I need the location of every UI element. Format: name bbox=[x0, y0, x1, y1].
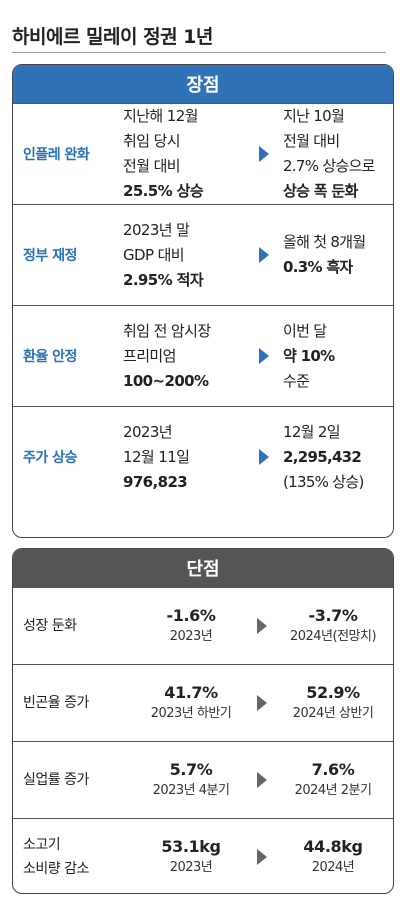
highlight-value: 상승 폭 둔화 bbox=[283, 182, 358, 200]
text-line: 프리미엄 bbox=[123, 346, 176, 365]
row-label: 정부 재정 bbox=[23, 248, 77, 264]
stat-value: 44.8kg bbox=[303, 837, 363, 856]
pros-row-fiscal: 정부 재정 2023년 말 GDP 대비 2.95% 적자 올해 첫 8개월 0… bbox=[13, 204, 393, 305]
cons-row-growth: 성장 둔화 -1.6% 2023년 -3.7% 2024년(전망치) bbox=[13, 587, 393, 664]
before-value: 53.1kg 2023년 bbox=[131, 819, 251, 893]
after-value: 12월 2일 2,295,432 (135% 상승) bbox=[283, 407, 391, 507]
label-line: 빈곤율 증가 bbox=[23, 695, 89, 711]
after-value: 올해 첫 8개월 0.3% 흑자 bbox=[283, 205, 391, 305]
row-label: 실업률 증가 bbox=[23, 742, 89, 818]
text-line: 올해 첫 8개월 bbox=[283, 233, 366, 251]
arrow-right-icon bbox=[259, 146, 269, 162]
text-line: 취임 당시 bbox=[123, 132, 181, 150]
highlight-value: 2.95% 적자 bbox=[123, 270, 204, 289]
cons-panel: 단점 성장 둔화 -1.6% 2023년 -3.7% 2024년(전망치) 빈곤… bbox=[12, 548, 394, 894]
pros-row-stocks: 주가 상승 2023년 12월 11일 976,823 12월 2일 2,295… bbox=[13, 406, 393, 507]
stat-period: 2024년(전망치) bbox=[289, 629, 377, 644]
title-divider bbox=[12, 52, 386, 53]
highlight-value: 100~200% bbox=[123, 371, 209, 390]
stat-value: 41.7% bbox=[164, 683, 218, 702]
after-value: -3.7% 2024년(전망치) bbox=[275, 588, 391, 664]
cons-row-poverty: 빈곤율 증가 41.7% 2023년 하반기 52.9% 2024년 상반기 bbox=[13, 664, 393, 741]
cons-header: 단점 bbox=[13, 549, 393, 587]
highlight-value: 25.5% 상승 bbox=[123, 182, 204, 200]
label-line: 성장 둔화 bbox=[23, 618, 77, 634]
highlight-value: 976,823 bbox=[123, 472, 188, 491]
after-value: 이번 달 약 10% 수준 bbox=[283, 306, 391, 406]
text-line: 2023년 bbox=[123, 422, 173, 441]
arrow-right-icon bbox=[257, 772, 267, 788]
stat-value: 52.9% bbox=[306, 683, 360, 702]
stat-value: -3.7% bbox=[308, 606, 358, 625]
stat-period: 2024년 2분기 bbox=[294, 783, 372, 798]
arrow-right-icon bbox=[259, 348, 269, 364]
text-line: 전월 대비 bbox=[283, 132, 340, 150]
stat-period: 2024년 상반기 bbox=[292, 706, 374, 721]
before-value: 5.7% 2023년 4분기 bbox=[131, 742, 251, 818]
text-line: 12월 11일 bbox=[123, 447, 190, 466]
row-label: 빈곤율 증가 bbox=[23, 665, 89, 741]
text-line: 12월 2일 bbox=[283, 422, 341, 441]
row-label: 성장 둔화 bbox=[23, 588, 77, 664]
highlight-value: 2,295,432 bbox=[283, 447, 362, 466]
text-line: 지난해 12월 bbox=[123, 107, 198, 125]
row-label: 소고기 소비량 감소 bbox=[23, 819, 89, 893]
cons-row-beef: 소고기 소비량 감소 53.1kg 2023년 44.8kg 2024년 bbox=[13, 818, 393, 893]
after-value: 44.8kg 2024년 bbox=[275, 819, 391, 893]
before-value: -1.6% 2023년 bbox=[131, 588, 251, 664]
label-line: 소고기 bbox=[23, 837, 61, 853]
stat-value: 5.7% bbox=[169, 760, 213, 779]
label-line: 실업률 증가 bbox=[23, 772, 89, 788]
text-line: 취임 전 암시장 bbox=[123, 321, 211, 340]
arrow-right-icon bbox=[257, 618, 267, 634]
pros-row-inflation: 인플레 완화 지난해 12월 취임 당시 전월 대비 25.5% 상승 지난 1… bbox=[13, 103, 393, 204]
stat-value: 53.1kg bbox=[161, 837, 221, 856]
cons-row-unemployment: 실업률 증가 5.7% 2023년 4분기 7.6% 2024년 2분기 bbox=[13, 741, 393, 818]
row-label: 주가 상승 bbox=[23, 450, 77, 466]
text-line: 수준 bbox=[283, 371, 310, 390]
before-value: 41.7% 2023년 하반기 bbox=[131, 665, 251, 741]
before-value: 지난해 12월 취임 당시 전월 대비 25.5% 상승 bbox=[123, 104, 255, 204]
stat-value: -1.6% bbox=[166, 606, 216, 625]
label-line: 소비량 감소 bbox=[23, 861, 89, 877]
stat-period: 2024년 bbox=[311, 860, 355, 875]
before-value: 2023년 12월 11일 976,823 bbox=[123, 407, 255, 507]
arrow-right-icon bbox=[259, 449, 269, 465]
highlight-value: 0.3% 흑자 bbox=[283, 258, 353, 276]
text-line: 전월 대비 bbox=[123, 157, 181, 175]
arrow-right-icon bbox=[259, 247, 269, 263]
highlight-value: 약 10% bbox=[283, 346, 335, 365]
arrow-right-icon bbox=[257, 849, 267, 865]
stat-period: 2023년 하반기 bbox=[150, 706, 232, 721]
stat-value: 7.6% bbox=[311, 760, 355, 779]
text-line: 2023년 말 bbox=[123, 220, 190, 239]
arrow-right-icon bbox=[257, 695, 267, 711]
pros-row-exchange: 환율 안정 취임 전 암시장 프리미엄 100~200% 이번 달 약 10% … bbox=[13, 305, 393, 406]
row-label: 환율 안정 bbox=[23, 349, 77, 365]
after-value: 7.6% 2024년 2분기 bbox=[275, 742, 391, 818]
before-value: 취임 전 암시장 프리미엄 100~200% bbox=[123, 306, 255, 406]
text-line: 이번 달 bbox=[283, 321, 327, 340]
stat-period: 2023년 bbox=[169, 629, 213, 644]
row-label: 인플레 완화 bbox=[23, 147, 90, 163]
after-value: 지난 10월 전월 대비 2.7% 상승으로 상승 폭 둔화 bbox=[283, 104, 391, 204]
page-title: 하비에르 밀레이 정권 1년 bbox=[12, 26, 213, 48]
text-line: GDP 대비 bbox=[123, 245, 185, 264]
text-line: 2.7% 상승으로 bbox=[283, 157, 375, 175]
text-line: 지난 10월 bbox=[283, 107, 345, 125]
pros-panel: 장점 인플레 완화 지난해 12월 취임 당시 전월 대비 25.5% 상승 지… bbox=[12, 64, 394, 538]
stat-period: 2023년 bbox=[169, 860, 213, 875]
stat-period: 2023년 4분기 bbox=[152, 783, 230, 798]
before-value: 2023년 말 GDP 대비 2.95% 적자 bbox=[123, 205, 255, 305]
text-line: (135% 상승) bbox=[283, 472, 364, 491]
pros-header: 장점 bbox=[13, 65, 393, 103]
after-value: 52.9% 2024년 상반기 bbox=[275, 665, 391, 741]
